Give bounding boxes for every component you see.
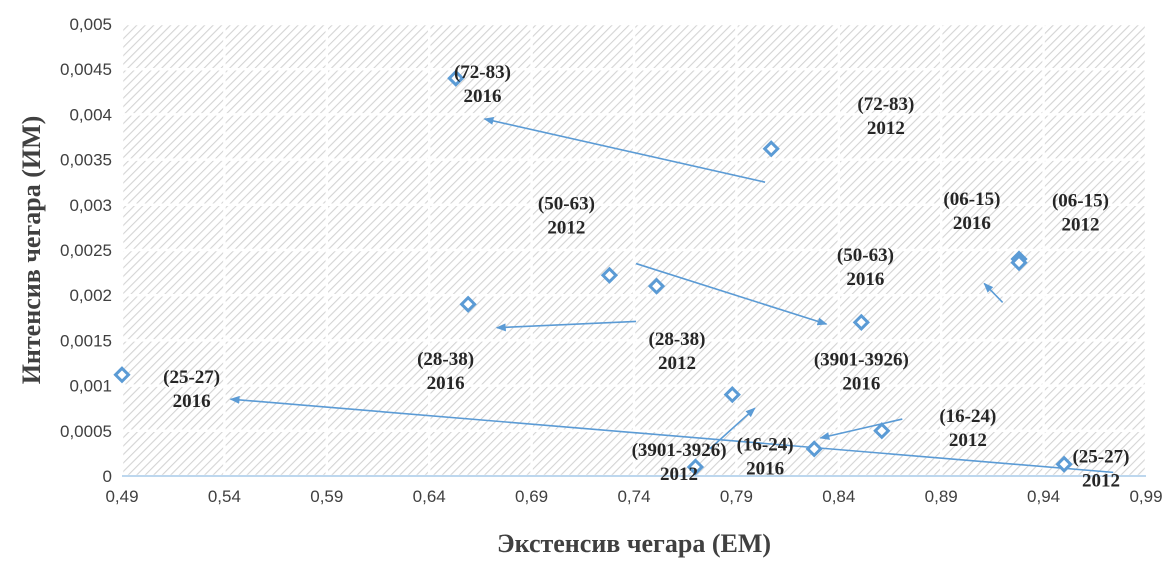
gridlines bbox=[120, 22, 1148, 478]
trend-arrow bbox=[495, 320, 637, 332]
y-tick-label: 0,001 bbox=[69, 377, 112, 396]
point-label-code: (28-38) bbox=[649, 329, 706, 350]
point-label-code: (50-63) bbox=[538, 193, 595, 214]
y-tick-label: 0,003 bbox=[69, 196, 112, 215]
data-point bbox=[1010, 254, 1028, 272]
x-tick-label: 0,54 bbox=[208, 487, 241, 506]
point-label-year: 2012 bbox=[1061, 215, 1099, 236]
data-point bbox=[852, 313, 870, 331]
point-label: (50-63) 2012 bbox=[538, 193, 595, 238]
point-label: (06-15) 2016 bbox=[943, 189, 1000, 234]
point-label-year: 2016 bbox=[953, 213, 991, 234]
point-label: (16-24) 2016 bbox=[737, 435, 794, 480]
data-point bbox=[113, 366, 131, 384]
x-axis-ticks: 0,49 0,54 0,59 0,64 0,69 0,74 0,79 0,84 0,89 0,94… bbox=[105, 487, 1162, 506]
point-label-code: (72-83) bbox=[454, 62, 511, 83]
x-tick-label: 0,94 bbox=[1027, 487, 1060, 506]
x-tick-label: 0,69 bbox=[515, 487, 548, 506]
point-label-code: (16-24) bbox=[939, 406, 996, 427]
y-tick-label: 0,0015 bbox=[60, 331, 112, 350]
y-axis-title: Интенсив чегара (ИМ) bbox=[17, 116, 46, 385]
x-tick-label: 0,49 bbox=[105, 487, 138, 506]
point-label: (25-27) 2016 bbox=[163, 367, 220, 412]
point-label-code: (3901-3926) bbox=[814, 350, 909, 371]
point-label-year: 2016 bbox=[842, 374, 880, 395]
y-tick-label: 0,0045 bbox=[60, 60, 112, 79]
point-label: (16-24) 2012 bbox=[939, 406, 996, 451]
point-label-code: (06-15) bbox=[943, 189, 1000, 210]
x-axis-title: Экстенсив чегара (ЕМ) bbox=[497, 529, 771, 558]
x-tick-label: 0,74 bbox=[617, 487, 650, 506]
data-point bbox=[459, 295, 477, 313]
point-label: (72-83) 2016 bbox=[454, 62, 511, 107]
point-label: (06-15) 2012 bbox=[1052, 191, 1109, 236]
data-point bbox=[600, 266, 619, 284]
data-point bbox=[686, 458, 705, 476]
data-point bbox=[447, 69, 465, 87]
point-labels: (72-83) 2016 (72-83) 2012(06-15) 2016(06-15)… bbox=[163, 62, 1129, 491]
point-label-year: 2016 bbox=[173, 391, 211, 412]
y-tick-label: 0,005 bbox=[69, 15, 112, 34]
y-tick-label: 0 bbox=[103, 467, 112, 486]
point-label-year: 2012 bbox=[658, 353, 696, 374]
point-label: (28-38) 2016 bbox=[417, 349, 474, 394]
point-label-year: 2012 bbox=[1082, 470, 1120, 491]
trend-arrow bbox=[819, 418, 903, 440]
point-label-year: 2016 bbox=[746, 459, 784, 480]
trend-arrow bbox=[229, 395, 1114, 474]
point-label-year: 2012 bbox=[660, 464, 698, 485]
arrows bbox=[229, 116, 1114, 474]
x-tick-label: 0,64 bbox=[413, 487, 446, 506]
data-point bbox=[762, 140, 780, 158]
point-label-code: (50-63) bbox=[837, 245, 894, 266]
point-label-code: (25-27) bbox=[163, 367, 220, 388]
x-tick-label: 0,79 bbox=[720, 487, 753, 506]
data-points bbox=[113, 69, 1073, 476]
data-point bbox=[873, 422, 891, 440]
y-axis-ticks: 0 0,0005 0,001 0,0015 0,002 0,0025 0,003 0,0035… bbox=[60, 15, 112, 486]
point-label-year: 2016 bbox=[427, 373, 465, 394]
y-tick-label: 0,002 bbox=[69, 286, 112, 305]
data-point bbox=[723, 386, 741, 404]
point-label-year: 2012 bbox=[547, 217, 585, 238]
point-label-code: (28-38) bbox=[417, 349, 474, 370]
x-tick-label: 0,99 bbox=[1129, 487, 1162, 506]
trend-arrow bbox=[483, 116, 766, 183]
point-label-code: (72-83) bbox=[857, 94, 914, 115]
x-tick-label: 0,89 bbox=[925, 487, 958, 506]
y-tick-label: 0,0005 bbox=[60, 422, 112, 441]
point-label-code: (25-27) bbox=[1072, 446, 1129, 467]
point-label: (72-83) 2012 bbox=[857, 94, 914, 139]
y-tick-label: 0,0025 bbox=[60, 241, 112, 260]
point-label: (28-38) 2012 bbox=[649, 329, 706, 374]
trend-arrow bbox=[983, 282, 1004, 303]
y-tick-label: 0,004 bbox=[69, 105, 112, 124]
point-label: (3901-3926) 2016 bbox=[814, 350, 909, 395]
trend-arrow bbox=[635, 262, 828, 326]
x-tick-label: 0,59 bbox=[310, 487, 343, 506]
data-point bbox=[647, 277, 666, 295]
point-label: (25-27) 2012 bbox=[1072, 446, 1129, 491]
point-label-code: (16-24) bbox=[737, 435, 794, 456]
y-tick-label: 0,0035 bbox=[60, 151, 112, 170]
data-point bbox=[805, 440, 823, 458]
point-label-code: (06-15) bbox=[1052, 191, 1109, 212]
point-label-year: 2016 bbox=[463, 86, 501, 107]
point-label-year: 2012 bbox=[949, 430, 987, 451]
x-tick-label: 0,84 bbox=[822, 487, 855, 506]
trend-arrow bbox=[709, 407, 756, 450]
point-label-code: (3901-3926) bbox=[632, 440, 727, 461]
point-label-year: 2012 bbox=[867, 118, 905, 139]
point-label: (3901-3926) 2012 bbox=[632, 440, 727, 485]
data-point bbox=[1055, 455, 1073, 473]
point-label-year: 2016 bbox=[846, 269, 884, 290]
point-label: (50-63) 2016 bbox=[837, 245, 894, 290]
